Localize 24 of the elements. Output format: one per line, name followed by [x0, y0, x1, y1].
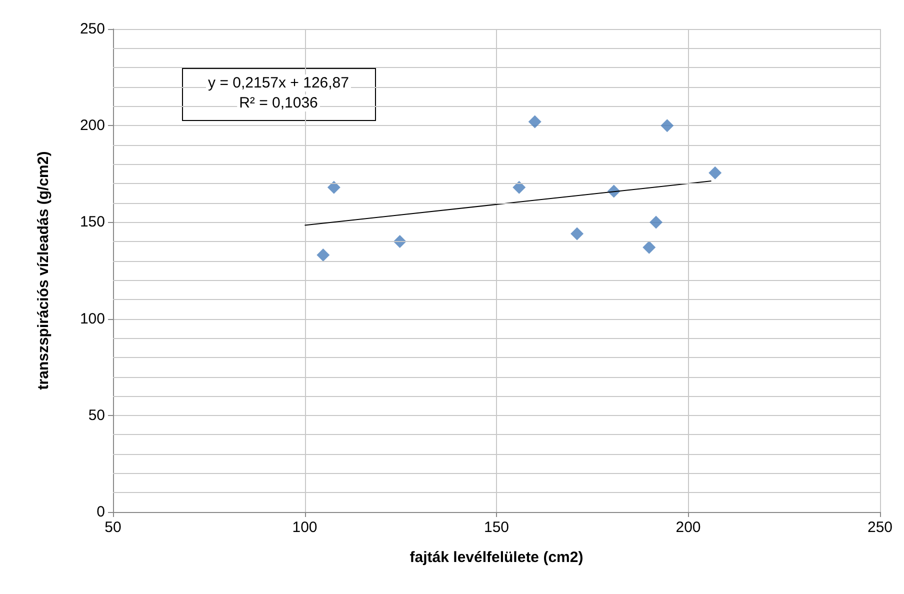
y-axis-title: transzspirációs vízleadás (g/cm2) — [35, 151, 52, 390]
x-tick-label: 250 — [867, 519, 893, 536]
annotation: R² = 0,1036 — [239, 94, 318, 112]
point — [642, 240, 656, 254]
point — [316, 248, 330, 262]
y-tick-label: 50 — [88, 406, 105, 424]
point — [660, 119, 674, 132]
x-tick-label: 200 — [676, 519, 701, 536]
point — [512, 180, 526, 194]
x-tick-label: 100 — [292, 519, 318, 536]
point — [528, 115, 542, 128]
point — [327, 180, 340, 194]
y-tick-label: 100 — [80, 310, 105, 328]
y-tick-label: 0 — [96, 504, 105, 520]
y-tick-label: 150 — [80, 214, 105, 231]
point — [708, 166, 722, 180]
annotation: y = 0,2157x + 126,87 — [208, 74, 349, 92]
x-tick-label: 150 — [484, 519, 510, 536]
y-tick-label: 200 — [80, 117, 105, 134]
point — [570, 227, 584, 240]
x-axis-title: fajták levélfelülete (cm2) — [410, 549, 584, 566]
y-tick-label: 250 — [80, 20, 105, 38]
x-tick-label: 50 — [104, 519, 122, 536]
point — [650, 216, 663, 229]
